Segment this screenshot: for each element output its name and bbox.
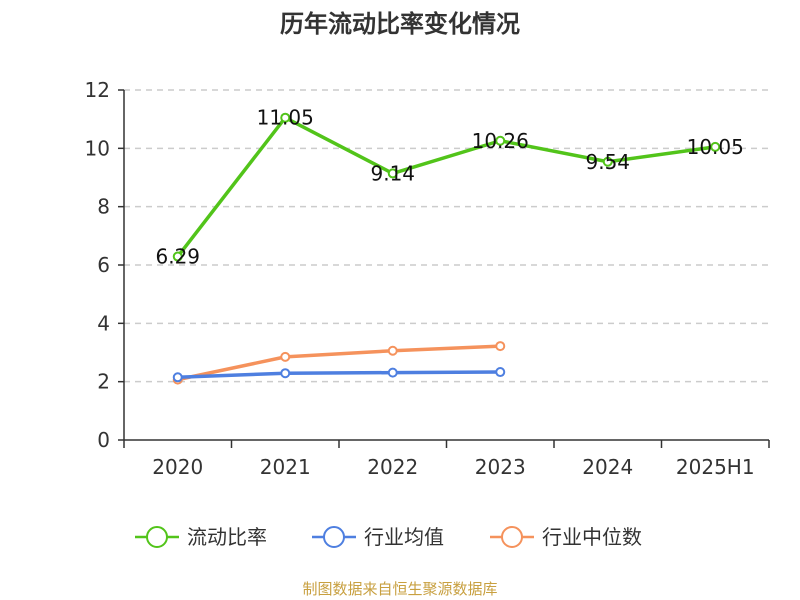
data-label: 9.54	[585, 150, 630, 174]
y-tick-label: 8	[97, 195, 110, 219]
data-point	[172, 251, 183, 262]
gridlines	[124, 89, 769, 383]
data-label: 10.05	[687, 135, 744, 159]
data-label: 10.26	[472, 129, 529, 153]
legend-item: 行业中位数	[490, 525, 642, 549]
data-label: 9.14	[370, 161, 415, 185]
data-point	[495, 135, 506, 146]
data-point	[387, 367, 398, 378]
data-label: 6.29	[155, 245, 200, 269]
y-tick-label: 12	[85, 78, 110, 102]
legend-marker	[323, 526, 345, 548]
legend: 流动比率 行业均值 行业中位数	[135, 525, 642, 549]
legend-label: 行业中位数	[542, 525, 642, 549]
data-point	[172, 372, 183, 383]
axes: 0 2 4 6 8 10 12 2020 2021 2022 2023 2024 2025H1	[85, 78, 770, 479]
y-tick-label: 6	[97, 253, 110, 277]
data-point	[495, 341, 506, 352]
y-tick-label: 2	[97, 370, 110, 394]
y-tick-label: 10	[85, 136, 110, 160]
legend-item: 行业均值	[312, 525, 444, 549]
x-tick-label: 2021	[260, 455, 311, 479]
series-line	[177, 344, 501, 382]
data-point	[495, 367, 506, 378]
series-line	[176, 115, 716, 258]
data-label: 11.05	[257, 106, 314, 130]
y-tick-label: 4	[97, 311, 110, 335]
y-tick-label: 0	[97, 428, 110, 452]
legend-item: 流动比率	[135, 525, 267, 549]
x-tick-label: 2020	[152, 455, 203, 479]
data-point	[602, 156, 613, 167]
data-labels: 6.29 11.05 9.14 10.26 9.54 10.05	[155, 106, 743, 269]
source-note: 制图数据来自恒生聚源数据库	[302, 580, 497, 598]
x-tick-label: 2024	[582, 455, 633, 479]
x-tick-label: 2025H1	[676, 455, 755, 479]
legend-label: 流动比率	[187, 525, 267, 549]
data-point	[387, 345, 398, 356]
x-tick-label: 2023	[475, 455, 526, 479]
series-industry-median	[172, 341, 506, 385]
legend-label: 行业均值	[364, 525, 444, 549]
series-current-ratio	[172, 112, 721, 262]
data-point	[280, 112, 291, 123]
data-point	[280, 351, 291, 362]
data-point	[387, 168, 398, 179]
x-tick-label: 2022	[367, 455, 418, 479]
data-point	[280, 368, 291, 379]
series-industry-average	[172, 367, 506, 383]
data-point	[710, 141, 721, 152]
series-line	[177, 370, 501, 380]
series-layer	[172, 112, 721, 385]
chart-title: 历年流动比率变化情况	[280, 10, 520, 38]
legend-marker	[146, 526, 168, 548]
legend-marker	[501, 526, 523, 548]
